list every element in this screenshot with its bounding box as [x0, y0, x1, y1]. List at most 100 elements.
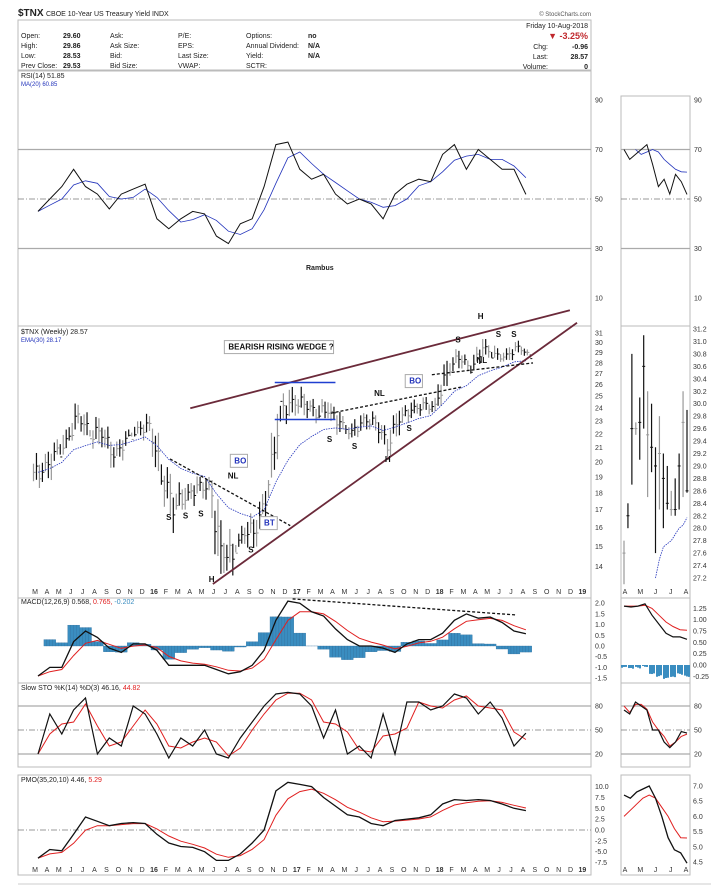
month-label: N	[128, 867, 133, 874]
field-label: Options:	[246, 33, 272, 40]
field-value: 28.53	[63, 53, 81, 60]
macd-signal-line	[37, 611, 527, 677]
field-label: Ask:	[110, 33, 124, 40]
side-sto-tick: 50	[694, 728, 702, 735]
macd-histogram-bar	[287, 616, 291, 647]
macd-histogram-bar	[498, 645, 503, 650]
plot-layer: 90 70 50 30 10 90 70 50 30 10 31 30 29 28 27 26 25 24 23 22…	[17, 69, 711, 885]
macd-tick: 0.5	[595, 633, 605, 640]
month-label: D	[140, 867, 145, 874]
macd-histogram-bar	[186, 645, 190, 650]
month-label: A	[187, 589, 192, 596]
macd-histogram-bar	[219, 645, 223, 651]
side-macd-histogram-bar	[644, 665, 646, 667]
macd-histogram-bar	[296, 632, 300, 647]
side-macd-histogram-bar	[665, 665, 667, 678]
pattern-label: S	[166, 513, 172, 522]
month-label: A	[92, 589, 97, 596]
pattern-label: H	[478, 312, 484, 321]
month-label: O	[116, 867, 122, 874]
side-macd-histogram-bar	[649, 665, 651, 674]
side-panel-frame	[620, 682, 691, 768]
side-sto-k-line	[623, 701, 688, 749]
macd-histogram-bar	[204, 645, 208, 648]
price-tick: 31	[595, 331, 603, 338]
month-label: N	[270, 867, 275, 874]
macd-histogram-bar	[400, 642, 405, 647]
field-value: 29.53	[63, 63, 81, 70]
month-label: D	[282, 589, 287, 596]
side-month-label: M	[637, 867, 643, 874]
month-label: M	[341, 589, 347, 596]
month-label: D	[425, 589, 430, 596]
macd-tick: 1.5	[595, 611, 605, 618]
pmo-tick: 10.0	[595, 784, 609, 791]
side-price-tick: 30.2	[693, 389, 707, 396]
macd-signal-value: 0.765,	[93, 599, 113, 606]
side-month-label: A	[623, 589, 628, 596]
rsi-legend: RSI(14) 51.85	[21, 73, 65, 80]
side-month-label: A	[623, 867, 628, 874]
month-label: J	[497, 589, 501, 596]
macd-histogram-bar	[475, 643, 479, 647]
side-macd-histogram-bar	[630, 665, 632, 668]
month-label: M	[32, 867, 38, 874]
month-label: J	[69, 867, 73, 874]
macd-histogram-bar	[347, 645, 351, 660]
rsi-tick: 30	[595, 246, 603, 253]
macd-histogram-bar	[58, 642, 62, 647]
macd-histogram-bar	[430, 643, 434, 647]
callout-text: BEARISH RISING WEDGE ?	[228, 343, 333, 352]
macd-histogram-bar	[427, 643, 431, 647]
side-macd-histogram-bar	[628, 665, 630, 669]
side-panel-frame	[620, 95, 691, 327]
wedge-upper-line	[190, 309, 571, 410]
panel-frame	[17, 69, 592, 327]
side-macd-histogram-bar	[686, 665, 688, 677]
quote-fields: Open: 29.60 High: 29.86 Low: 28.53 Prev Close:…	[21, 33, 588, 71]
month-label: M	[199, 589, 205, 596]
month-label: F	[164, 589, 168, 596]
side-month-label: J	[654, 867, 658, 874]
side-macd-histogram-bar	[651, 665, 653, 675]
macd-histogram-bar	[180, 645, 184, 653]
month-label: 19	[579, 589, 587, 596]
month-label: 16	[150, 867, 158, 874]
macd-histogram-bar	[495, 645, 500, 650]
macd-histogram-bar	[489, 643, 494, 647]
macd-histogram-bar	[216, 645, 220, 651]
panel-frame	[17, 325, 592, 599]
macd-histogram-bar	[424, 643, 428, 647]
callout-text: BO	[234, 456, 246, 465]
month-label: J	[355, 867, 359, 874]
month-label: N	[556, 867, 561, 874]
price-tick: 20	[595, 459, 603, 466]
month-label: 17	[293, 867, 301, 874]
side-month-label: M	[637, 589, 643, 596]
field-label: Last Size:	[178, 53, 209, 60]
pmo-tick: -7.5	[595, 860, 607, 867]
panel-frame	[17, 774, 592, 876]
macd-histogram-bar	[469, 634, 473, 647]
field-label: Chg:	[533, 44, 548, 51]
macd-histogram-bar	[519, 645, 524, 653]
sto-d-line	[37, 692, 527, 757]
macd-histogram-bar	[127, 642, 131, 647]
side-price-tick: 28.2	[693, 513, 707, 520]
macd-tick: -1.0	[595, 665, 607, 672]
month-label: M	[175, 867, 181, 874]
side-pmo-tick: 4.5	[693, 860, 703, 867]
side-rsi-tick: 50	[694, 197, 702, 204]
macd-histogram-bar	[254, 641, 259, 647]
pmo-tick: -2.5	[595, 838, 607, 845]
month-label: D	[568, 589, 573, 596]
pattern-label: S	[511, 330, 517, 339]
macd-value: MACD(12,26,9) 0.568,	[21, 599, 91, 606]
price-tick: 30	[595, 340, 603, 347]
month-label: M	[484, 589, 490, 596]
side-pmo-tick: 6.0	[693, 814, 703, 821]
side-macd-histogram-bar	[684, 665, 686, 676]
side-macd-histogram-bar	[646, 665, 648, 667]
month-label: 18	[436, 589, 444, 596]
month-label: M	[175, 589, 181, 596]
